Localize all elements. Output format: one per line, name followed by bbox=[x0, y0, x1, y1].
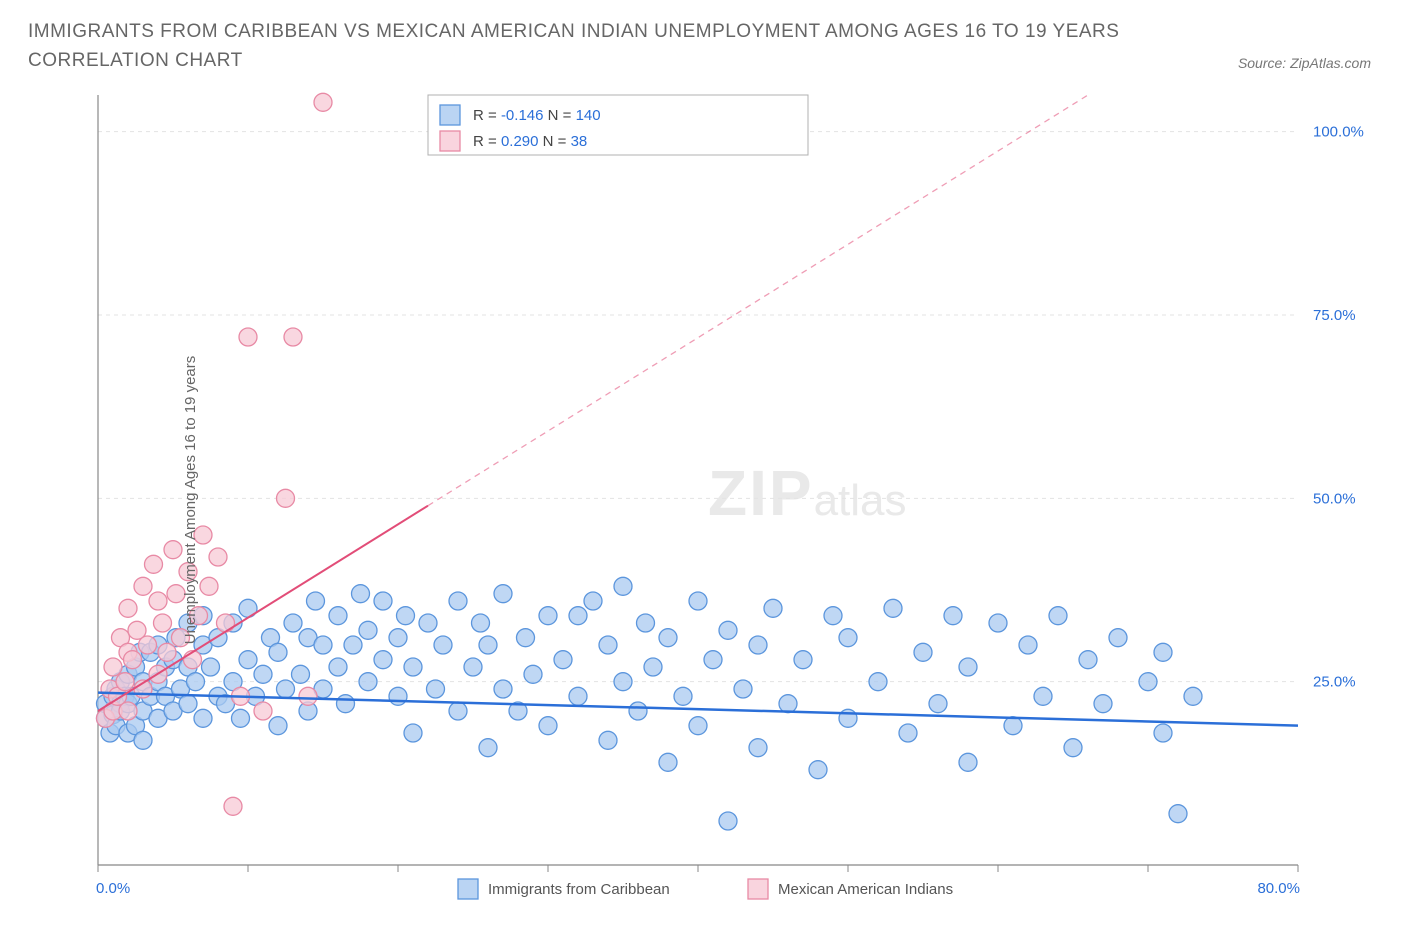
y-axis-label: Unemployment Among Ages 16 to 19 years bbox=[182, 356, 199, 645]
chart-container: Unemployment Among Ages 16 to 19 years Z… bbox=[28, 85, 1378, 915]
svg-text:ZIPatlas: ZIPatlas bbox=[708, 457, 907, 529]
svg-text:R = 0.290 N = 38: R = 0.290 N = 38 bbox=[473, 133, 587, 150]
svg-text:80.0%: 80.0% bbox=[1257, 880, 1300, 897]
svg-text:0.0%: 0.0% bbox=[96, 880, 130, 897]
svg-text:Mexican American Indians: Mexican American Indians bbox=[778, 881, 953, 898]
scatter-chart: ZIPatlas 0.0% 80.0% 25.0% 50.0% 75.0% 100.0% R … bbox=[28, 85, 1378, 915]
svg-text:50.0%: 50.0% bbox=[1313, 490, 1356, 507]
series-mexican bbox=[97, 93, 333, 815]
chart-title: IMMIGRANTS FROM CARIBBEAN VS MEXICAN AME… bbox=[28, 18, 1128, 75]
svg-text:Immigrants from Caribbean: Immigrants from Caribbean bbox=[488, 881, 670, 898]
svg-text:100.0%: 100.0% bbox=[1313, 124, 1364, 141]
svg-text:25.0%: 25.0% bbox=[1313, 674, 1356, 691]
svg-text:75.0%: 75.0% bbox=[1313, 307, 1356, 324]
svg-text:R = -0.146 N = 140: R = -0.146 N = 140 bbox=[473, 107, 601, 124]
source-label: Source: ZipAtlas.com bbox=[1238, 55, 1371, 71]
